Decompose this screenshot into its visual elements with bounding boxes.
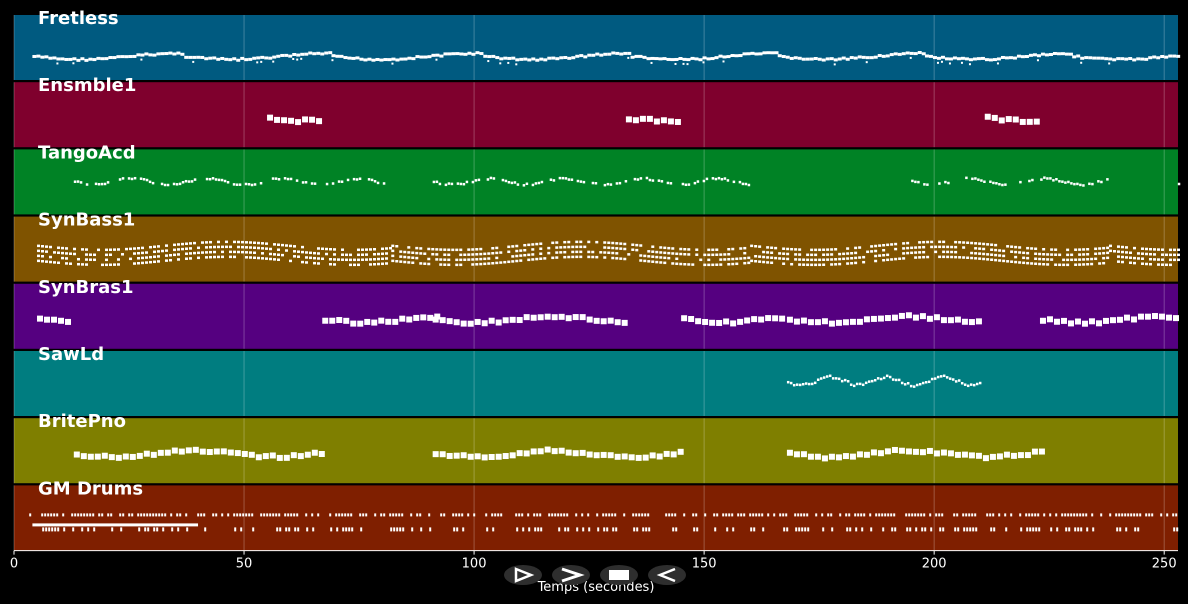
track-row: TangoAcd xyxy=(13,142,1181,215)
note-segment xyxy=(391,240,751,267)
note-segment xyxy=(984,113,1040,125)
note-segment xyxy=(1072,54,1181,65)
track-name: TangoAcd xyxy=(38,142,136,163)
fast-forward-button[interactable] xyxy=(552,565,590,585)
track-name: Ensmble1 xyxy=(38,75,136,96)
note-segment xyxy=(911,176,1109,187)
note-segment xyxy=(37,315,72,325)
track-row: Fretless xyxy=(13,8,1181,80)
note-segment xyxy=(630,51,779,66)
note-segment xyxy=(1039,313,1179,327)
stop-icon xyxy=(609,570,629,580)
chevron-icon xyxy=(561,567,585,583)
tick-label: 150 xyxy=(692,557,717,572)
track-panel xyxy=(14,82,1178,148)
track-name: SynBass1 xyxy=(38,210,135,231)
note-segment xyxy=(483,51,632,66)
reverse-button[interactable] xyxy=(648,565,686,585)
note-segment xyxy=(786,374,982,388)
note-segments xyxy=(37,240,1180,267)
note-segment xyxy=(750,240,1110,267)
note-segment xyxy=(73,446,325,461)
note-segment xyxy=(37,240,393,267)
note-segment xyxy=(625,115,681,125)
track-row: SawLd xyxy=(13,344,1178,416)
play-outline-button[interactable] xyxy=(504,565,542,585)
note-segment xyxy=(777,51,926,66)
track-row: GM Drums xyxy=(13,478,1179,551)
note-segments xyxy=(37,312,1179,327)
stop-button[interactable] xyxy=(600,565,638,585)
track-row: BritePno xyxy=(13,411,1178,484)
note-segment xyxy=(267,114,323,126)
note-segments xyxy=(29,513,1179,532)
track-name: Fretless xyxy=(38,8,119,29)
track-name: GM Drums xyxy=(38,478,143,499)
tracks: Fretless Ensmble1 TangoAcd SynBass1 SynBras1… xyxy=(13,8,1181,551)
note-segment xyxy=(681,315,786,327)
note-segment xyxy=(1108,244,1180,267)
tick-label: 0 xyxy=(10,557,18,572)
note-segment xyxy=(331,51,484,65)
note-segments xyxy=(73,446,1045,462)
track-row: SynBras1 xyxy=(13,277,1179,349)
note-segment xyxy=(73,176,386,187)
note-segment xyxy=(786,446,1045,462)
note-segments xyxy=(267,113,1040,126)
note-segment xyxy=(32,51,185,65)
play-outline-icon xyxy=(514,567,535,583)
x-axis-label: Temps (secondes) xyxy=(537,580,655,595)
reverse-icon xyxy=(656,567,676,583)
note-segment xyxy=(184,51,333,64)
tick-label: 100 xyxy=(462,557,487,572)
note-segment xyxy=(924,51,1073,66)
tick-label: 250 xyxy=(1152,557,1177,572)
tick-label: 200 xyxy=(922,557,947,572)
note-segments xyxy=(73,176,1181,187)
track-panel xyxy=(14,485,1178,551)
note-segments xyxy=(32,51,1181,66)
track-panel xyxy=(14,283,1178,349)
note-segment xyxy=(29,513,1179,532)
track-row: Ensmble1 xyxy=(13,75,1178,148)
note-segments xyxy=(786,374,982,388)
note-segment xyxy=(432,313,628,327)
track-panel xyxy=(14,216,1178,282)
note-segment xyxy=(1177,182,1181,186)
track-name: SynBras1 xyxy=(38,277,134,298)
track-name: SawLd xyxy=(38,344,104,365)
note-segment xyxy=(432,446,684,461)
track-name: BritePno xyxy=(38,411,126,432)
track-row: SynBass1 xyxy=(13,210,1180,282)
tick-label: 50 xyxy=(236,557,253,572)
playback-controls xyxy=(504,565,686,585)
track-panel xyxy=(14,351,1178,416)
time-axis: 0 50 100 150 200 250 xyxy=(10,550,1178,572)
note-segment xyxy=(432,176,751,187)
track-panel xyxy=(14,15,1178,80)
note-segment xyxy=(786,312,982,327)
